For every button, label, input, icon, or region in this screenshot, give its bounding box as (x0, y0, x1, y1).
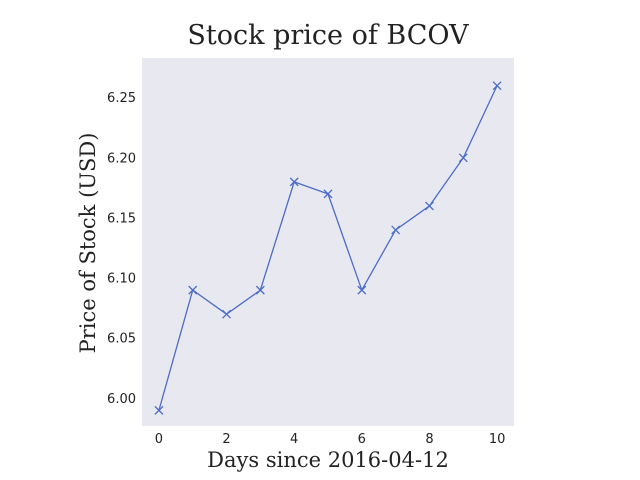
data-point-7 (391, 225, 401, 235)
data-point-9 (458, 153, 468, 163)
data-point-5 (323, 189, 333, 199)
x-tick-label-5: 10 (489, 432, 506, 447)
y-tick-label-2: 6.10 (107, 272, 136, 287)
data-point-10 (492, 81, 502, 91)
y-tick-label-5: 6.25 (107, 91, 136, 106)
y-tick-label-3: 6.15 (107, 211, 136, 226)
x-tick-label-4: 8 (425, 432, 433, 447)
y-tick-label-0: 6.00 (107, 392, 136, 407)
y-tick-label-4: 6.20 (107, 151, 136, 166)
x-axis-label: Days since 2016-04-12 (207, 448, 449, 472)
data-point-2 (222, 309, 232, 319)
x-tick-label-2: 4 (290, 432, 298, 447)
data-point-8 (424, 201, 434, 211)
x-tick-label-3: 6 (358, 432, 366, 447)
plot-area (142, 58, 514, 426)
x-tick-label-1: 2 (222, 432, 230, 447)
data-point-3 (255, 285, 265, 295)
data-point-6 (357, 285, 367, 295)
data-point-1 (188, 285, 198, 295)
y-tick-label-1: 6.05 (107, 332, 136, 347)
data-point-0 (154, 405, 164, 415)
chart-title: Stock price of BCOV (187, 20, 469, 51)
data-point-4 (289, 177, 299, 187)
x-tick-label-0: 0 (155, 432, 163, 447)
